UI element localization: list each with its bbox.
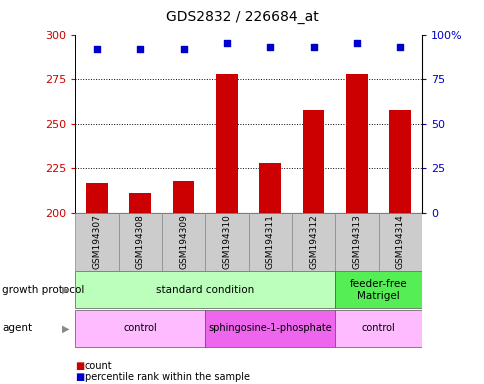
Text: ■: ■	[75, 372, 84, 382]
Point	[395, 44, 403, 50]
Text: ▶: ▶	[61, 323, 69, 333]
Point	[93, 46, 101, 52]
Text: agent: agent	[2, 323, 32, 333]
Bar	[162, 213, 205, 271]
Point	[223, 40, 230, 46]
Bar	[334, 271, 421, 308]
Bar	[75, 310, 205, 347]
Bar	[291, 213, 334, 271]
Bar	[75, 271, 334, 308]
Text: GSM194308: GSM194308	[136, 215, 144, 269]
Bar	[302, 109, 324, 213]
Text: feeder-free
Matrigel: feeder-free Matrigel	[349, 279, 407, 301]
Text: control: control	[361, 323, 394, 333]
Bar	[378, 213, 421, 271]
Bar	[248, 213, 291, 271]
Bar	[346, 74, 367, 213]
Point	[266, 44, 273, 50]
Bar	[205, 213, 248, 271]
Bar	[172, 181, 194, 213]
Text: ■: ■	[75, 361, 84, 371]
Text: GSM194307: GSM194307	[92, 215, 101, 269]
Text: GSM194313: GSM194313	[352, 215, 361, 269]
Bar	[118, 213, 162, 271]
Text: ▶: ▶	[61, 285, 69, 295]
Bar	[259, 163, 281, 213]
Bar	[215, 74, 237, 213]
Text: count: count	[85, 361, 112, 371]
Bar	[75, 213, 118, 271]
Text: percentile rank within the sample: percentile rank within the sample	[85, 372, 249, 382]
Text: standard condition: standard condition	[156, 285, 254, 295]
Bar	[334, 310, 421, 347]
Text: growth protocol: growth protocol	[2, 285, 85, 295]
Text: GSM194309: GSM194309	[179, 215, 188, 269]
Point	[136, 46, 144, 52]
Text: GDS2832 / 226684_at: GDS2832 / 226684_at	[166, 10, 318, 24]
Text: GSM194311: GSM194311	[265, 215, 274, 269]
Point	[179, 46, 187, 52]
Bar	[205, 310, 334, 347]
Bar	[129, 194, 151, 213]
Bar	[86, 183, 107, 213]
Point	[309, 44, 317, 50]
Text: control: control	[123, 323, 157, 333]
Bar	[334, 213, 378, 271]
Bar	[389, 109, 410, 213]
Text: GSM194310: GSM194310	[222, 215, 231, 269]
Text: GSM194314: GSM194314	[395, 215, 404, 269]
Point	[352, 40, 360, 46]
Text: GSM194312: GSM194312	[308, 215, 318, 269]
Text: sphingosine-1-phosphate: sphingosine-1-phosphate	[208, 323, 332, 333]
